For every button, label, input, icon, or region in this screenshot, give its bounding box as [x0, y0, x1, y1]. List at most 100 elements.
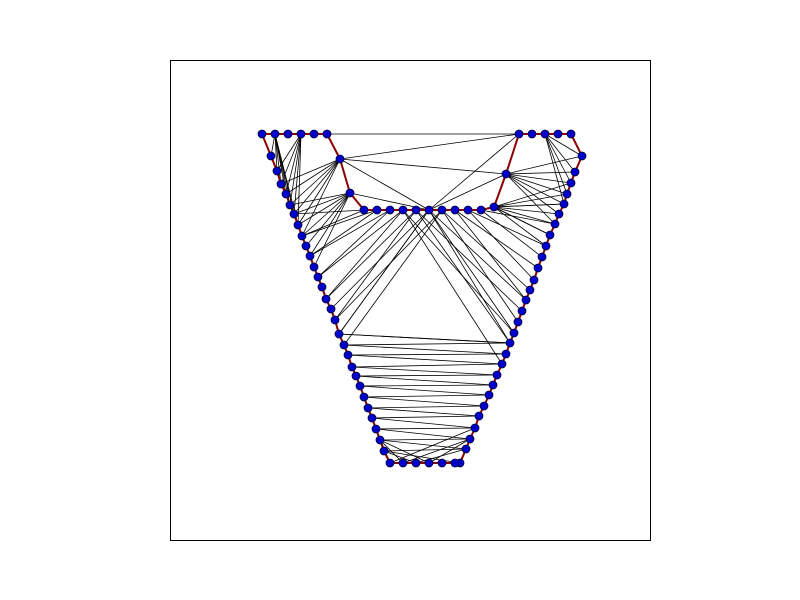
- node-icon: [517, 306, 527, 316]
- boundary-edge: [326, 133, 365, 211]
- node-icon: [266, 151, 276, 161]
- node-icon: [317, 282, 327, 292]
- mesh-edge: [379, 439, 467, 450]
- mesh-edge: [351, 363, 503, 368]
- node-icon: [424, 205, 434, 215]
- node-icon: [289, 209, 299, 219]
- node-icon: [293, 220, 303, 230]
- node-icon: [334, 329, 344, 339]
- mesh-edge: [367, 407, 480, 417]
- mesh-edge: [347, 354, 503, 365]
- mesh-edge: [493, 206, 547, 247]
- mesh-edge: [285, 133, 302, 195]
- mesh-edge: [347, 353, 507, 356]
- mesh-edge: [325, 209, 417, 300]
- node-icon: [492, 370, 502, 380]
- node-icon: [541, 241, 551, 251]
- mesh-edge: [428, 209, 527, 301]
- node-icon: [533, 263, 543, 273]
- node-icon: [313, 272, 323, 282]
- node-icon: [553, 129, 563, 139]
- mesh-edge: [441, 209, 531, 291]
- node-icon: [359, 205, 369, 215]
- node-icon: [566, 129, 576, 139]
- node-icon: [305, 251, 315, 261]
- node-icon: [379, 446, 389, 456]
- mesh-edge: [428, 133, 520, 211]
- node-icon: [339, 340, 349, 350]
- node-icon: [577, 151, 587, 161]
- node-icon: [509, 328, 519, 338]
- mesh-edge: [367, 405, 485, 409]
- mesh-edge: [338, 333, 511, 344]
- plot-frame: [170, 60, 651, 541]
- node-icon: [470, 423, 480, 433]
- node-icon: [371, 424, 381, 434]
- mesh-edge: [289, 192, 351, 206]
- node-icon: [537, 252, 547, 262]
- mesh-edge: [493, 206, 556, 225]
- node-icon: [450, 205, 460, 215]
- node-icon: [322, 129, 332, 139]
- node-icon: [343, 350, 353, 360]
- mesh-edge: [428, 209, 515, 334]
- node-icon: [281, 189, 291, 199]
- node-icon: [566, 178, 576, 188]
- node-icon: [562, 189, 572, 199]
- node-icon: [276, 179, 286, 189]
- node-icon: [335, 154, 345, 164]
- mesh-edge: [467, 209, 547, 247]
- mesh-edge: [402, 209, 515, 334]
- mesh-edge: [343, 342, 511, 346]
- node-icon: [476, 205, 486, 215]
- mesh-edge: [493, 206, 551, 236]
- mesh-edge: [389, 427, 476, 464]
- mesh-edge: [280, 133, 302, 185]
- mesh-edge: [274, 133, 278, 172]
- node-icon: [351, 371, 361, 381]
- node-icon: [363, 403, 373, 413]
- node-icon: [385, 458, 395, 468]
- node-icon: [345, 188, 355, 198]
- node-icon: [525, 285, 535, 295]
- node-icon: [270, 129, 280, 139]
- mesh-edge: [505, 173, 565, 205]
- node-icon: [326, 304, 336, 314]
- mesh-edge: [343, 209, 443, 346]
- node-icon: [501, 169, 511, 179]
- mesh-edge: [301, 158, 341, 237]
- node-icon: [527, 129, 537, 139]
- node-icon: [529, 275, 539, 285]
- mesh-edge: [351, 366, 498, 376]
- node-icon: [411, 205, 421, 215]
- mesh-edge: [454, 209, 527, 301]
- mesh-edge: [505, 173, 568, 195]
- mesh-edge: [339, 158, 430, 211]
- node-icon: [497, 359, 507, 369]
- mesh-edge: [379, 439, 430, 464]
- mesh-edge: [375, 428, 471, 440]
- mesh-edge: [285, 158, 341, 195]
- node-icon: [375, 435, 385, 445]
- node-icon: [465, 434, 475, 444]
- mesh-edge: [297, 192, 351, 226]
- node-icon: [301, 241, 311, 251]
- node-icon: [514, 129, 524, 139]
- mesh-edge: [297, 158, 341, 226]
- mesh-edge: [339, 133, 520, 160]
- mesh-edge: [415, 209, 511, 344]
- mesh-edge: [544, 133, 576, 173]
- node-icon: [489, 202, 499, 212]
- mesh-edge: [289, 133, 302, 206]
- mesh-edge: [493, 206, 560, 215]
- mesh-edge: [309, 209, 391, 257]
- mesh-edge: [330, 209, 430, 310]
- mesh-edge: [402, 209, 503, 365]
- mesh-edge: [441, 209, 519, 323]
- mesh-edge: [383, 450, 417, 464]
- node-icon: [437, 458, 447, 468]
- node-icon: [411, 458, 421, 468]
- node-icon: [309, 129, 319, 139]
- mesh-edge: [293, 158, 341, 215]
